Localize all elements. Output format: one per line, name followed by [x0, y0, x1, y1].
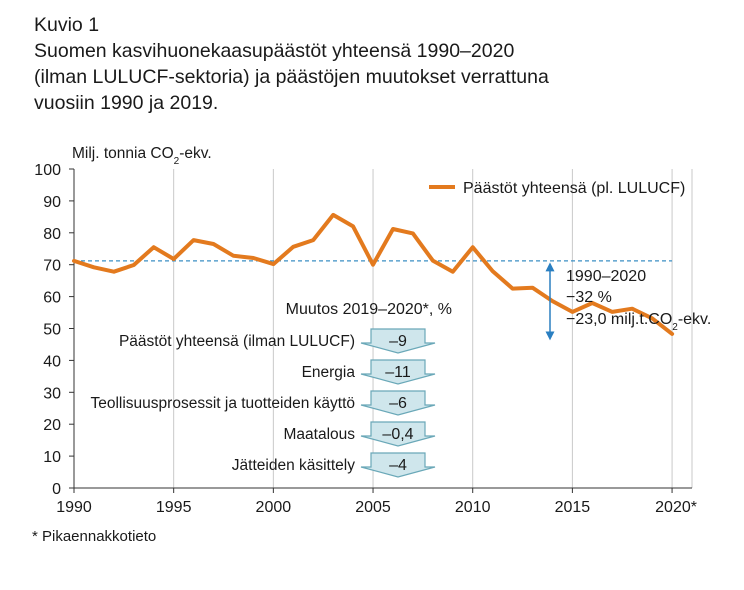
y-tick-label: 80 — [43, 226, 61, 243]
y-tick-label: 30 — [43, 385, 61, 402]
change-label: Päästöt yhteensä (ilman LULUCF) — [119, 333, 355, 350]
change-arrow-box — [360, 328, 436, 354]
figure-label: Kuvio 1 — [34, 14, 100, 36]
y-tick-label: 20 — [43, 417, 61, 434]
series-line-emissions — [72, 212, 675, 336]
change-label: Maatalous — [283, 426, 355, 443]
annotation-amount: −23,0 milj.t.CO2-ekv. — [566, 311, 711, 333]
change-label: Energia — [302, 364, 356, 381]
y-tick-label: 0 — [52, 481, 61, 498]
change-arrow-box — [360, 359, 436, 385]
change-arrow-box — [360, 390, 436, 416]
x-tick-label: 1990 — [56, 499, 92, 516]
changes-title: Muutos 2019–2020*, % — [286, 301, 452, 318]
annotation-period: 1990–2020 — [566, 268, 646, 285]
title-line-1: Suomen kasvihuonekaasupäästöt yhteensä 1… — [34, 40, 515, 62]
y-tick-label: 50 — [43, 322, 61, 339]
change-label: Teollisuusprosessit ja tuotteiden käyttö — [90, 395, 355, 412]
y-tick-label: 60 — [43, 290, 61, 307]
change-value: –6 — [389, 395, 407, 412]
change-label: Jätteiden käsittely — [232, 457, 355, 474]
y-axis-label: Milj. tonnia CO2-ekv. — [72, 145, 212, 167]
title-line-3: vuosiin 1990 ja 2019. — [34, 92, 219, 114]
change-value: –9 — [389, 333, 407, 350]
x-tick-label: 2005 — [355, 499, 391, 516]
x-tick-label: 1995 — [156, 499, 192, 516]
x-tick-label: 2010 — [455, 499, 491, 516]
x-tick-label: 2000 — [256, 499, 292, 516]
change-arrow-box — [360, 452, 436, 478]
legend-label: Päästöt yhteensä (pl. LULUCF) — [463, 180, 685, 197]
title-line-2: (ilman LULUCF-sektoria) ja päästöjen muu… — [34, 66, 549, 88]
change-value: –4 — [389, 457, 407, 474]
annotation-percent: −32 % — [566, 289, 612, 306]
y-tick-label: 70 — [43, 258, 61, 275]
footnote: * Pikaennakkotieto — [32, 528, 157, 545]
x-tick-label: 2015 — [555, 499, 591, 516]
change-arrow-box — [360, 421, 436, 447]
change-value: –11 — [385, 364, 411, 381]
y-tick-label: 40 — [43, 353, 61, 370]
change-value: –0,4 — [382, 426, 413, 443]
y-tick-label: 100 — [34, 162, 61, 179]
x-tick-label: 2020* — [655, 499, 697, 516]
y-tick-label: 90 — [43, 194, 61, 211]
y-tick-label: 10 — [43, 449, 61, 466]
title-block: Kuvio 1 Suomen kasvihuonekaasupäästöt yh… — [34, 12, 549, 116]
